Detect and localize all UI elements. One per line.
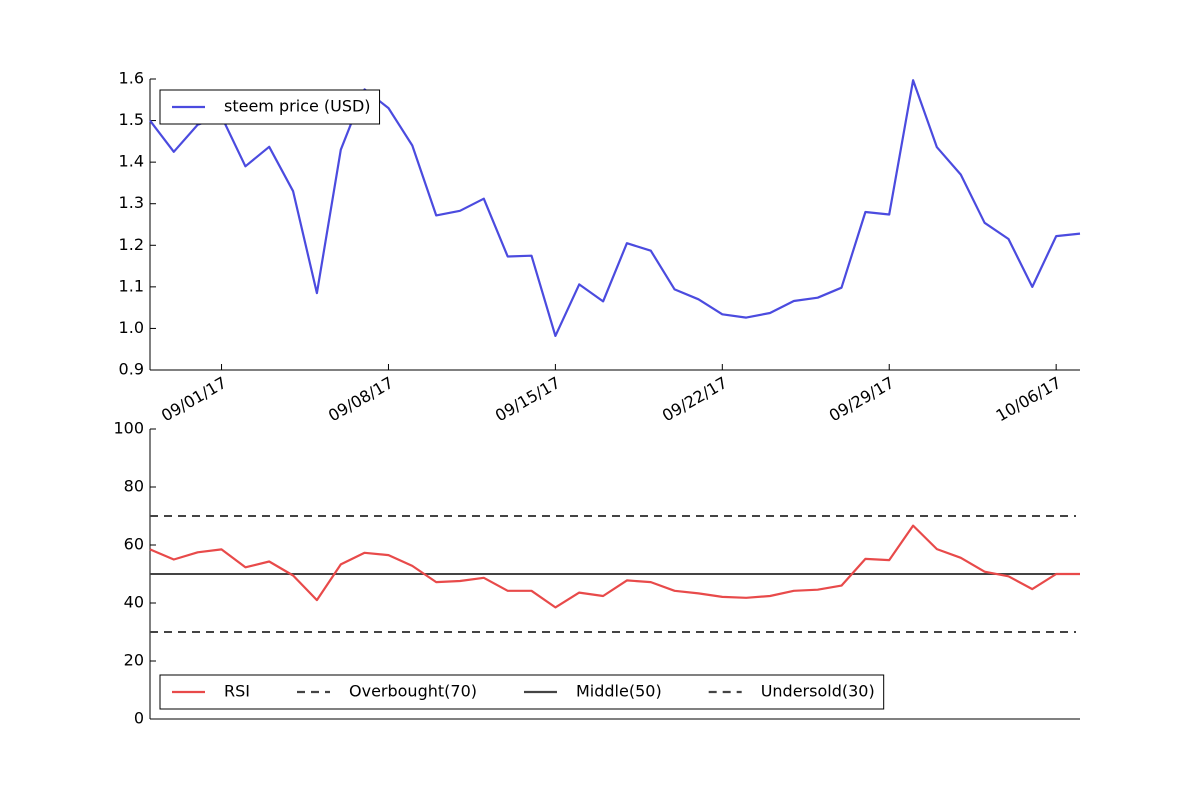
- y-tick-label: 0: [134, 709, 144, 728]
- x-tick-label: 09/29/17: [826, 373, 898, 425]
- x-tick-label: 09/01/17: [158, 373, 230, 425]
- y-tick-label: 1.5: [119, 110, 144, 129]
- x-tick-label: 09/08/17: [325, 373, 397, 425]
- legend: RSI Overbought(70) Middle(50) Undersold(30): [159, 674, 885, 710]
- legend-label: RSI: [224, 682, 250, 701]
- y-tick-label: 0.9: [119, 360, 144, 379]
- y-tick-label: 100: [113, 419, 144, 438]
- y-tick-label: 40: [124, 593, 144, 612]
- y-tick-label: 60: [124, 535, 144, 554]
- legend-label: Undersold(30): [761, 682, 875, 701]
- y-tick-label: 20: [124, 651, 144, 670]
- legend-label: steem price (USD): [224, 97, 371, 116]
- x-tick-label: 09/15/17: [492, 373, 564, 425]
- y-tick-label: 80: [124, 477, 144, 496]
- y-tick-label: 1.0: [119, 318, 144, 337]
- y-tick-label: 1.1: [119, 276, 144, 295]
- y-tick-label: 1.4: [119, 152, 144, 171]
- data-line: [149, 524, 1080, 609]
- y-tick-label: 1.2: [119, 235, 144, 254]
- legend-label: Middle(50): [576, 682, 662, 701]
- legend: steem price (USD): [159, 89, 381, 125]
- legend-box: [159, 674, 885, 710]
- y-tick-label: 1.6: [119, 69, 144, 88]
- y-tick-label: 1.3: [119, 193, 144, 212]
- data-line: [149, 79, 1081, 337]
- x-tick-label: 09/22/17: [659, 373, 731, 425]
- x-tick-label: 10/06/17: [993, 373, 1065, 425]
- legend-label: Overbought(70): [349, 682, 477, 701]
